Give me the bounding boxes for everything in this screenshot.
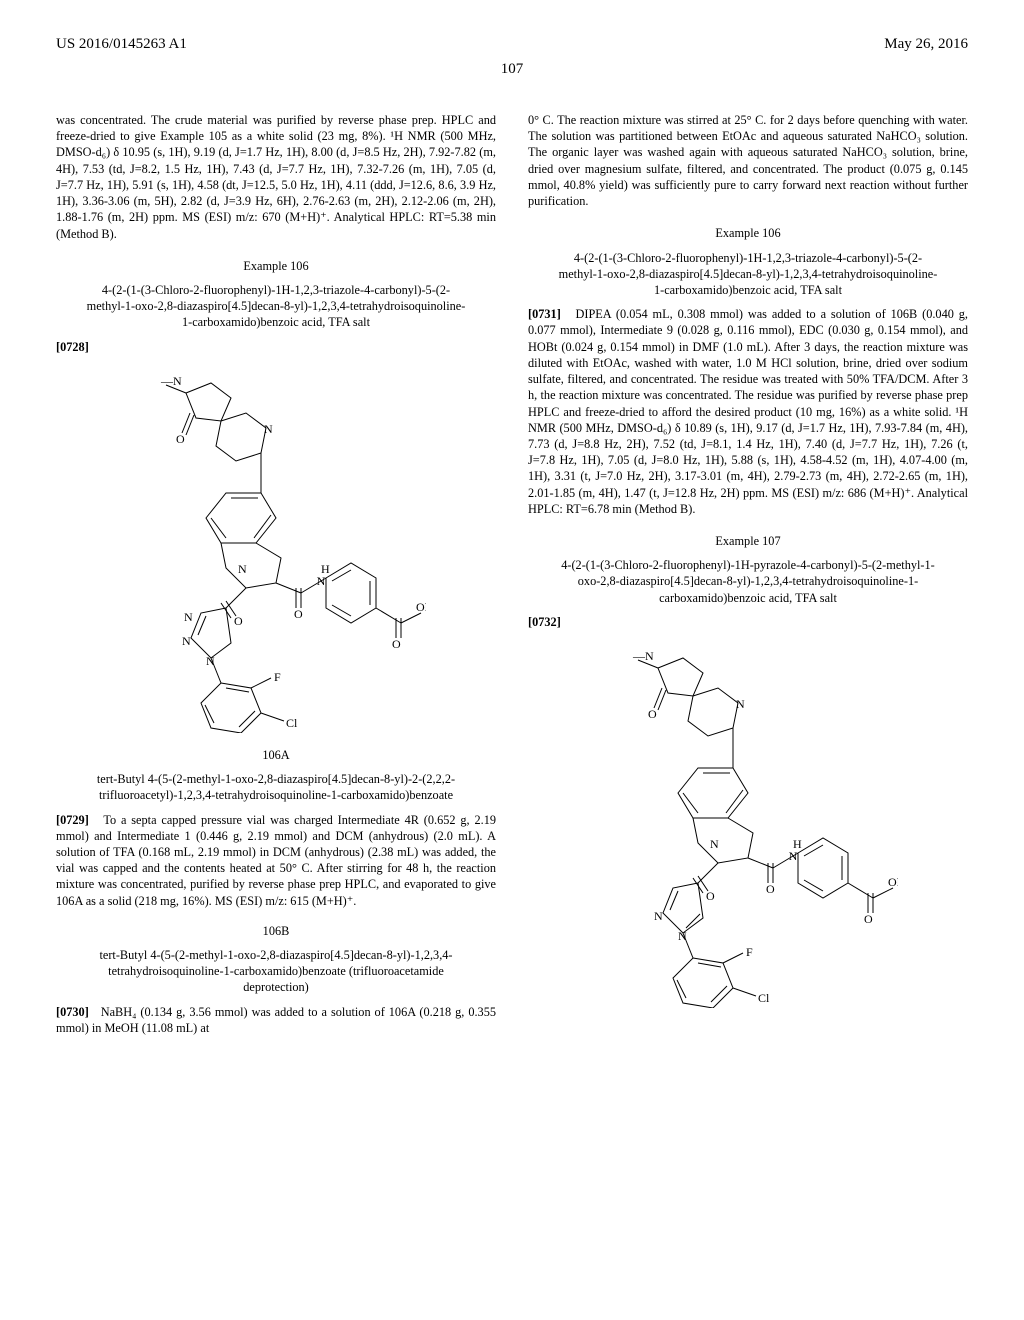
continuation-para: was concentrated. The crude material was… [56, 112, 496, 242]
chemical-structure-107: —N O N N H N O O O OH N N F Cl [598, 638, 898, 1008]
atom-label: O [706, 889, 715, 903]
atom-label: N [206, 654, 215, 668]
example-heading: Example 106 [56, 258, 496, 274]
atom-label: O [766, 882, 775, 896]
para-number: [0728] [56, 339, 496, 355]
page-header: US 2016/0145263 A1 May 26, 2016 [56, 36, 968, 53]
para-0729: [0729] To a septa capped pressure vial w… [56, 812, 496, 909]
compound-name: tert-Butyl 4-(5-(2-methyl-1-oxo-2,8-diaz… [86, 947, 466, 996]
atom-label: Cl [758, 991, 770, 1005]
intermediate-heading: 106A [56, 747, 496, 763]
right-column: 0° C. The reaction mixture was stirred a… [528, 112, 968, 1036]
atom-label: N [238, 562, 247, 576]
atom-label: —N [160, 374, 182, 388]
compound-name: 4-(2-(1-(3-Chloro-2-fluorophenyl)-1H-1,2… [86, 282, 466, 331]
atom-label: OH [416, 600, 426, 614]
atom-label: O [648, 707, 657, 721]
atom-label: N [710, 837, 719, 851]
atom-label: N [736, 697, 745, 711]
compound-name: 4-(2-(1-(3-Chloro-2-fluorophenyl)-1H-pyr… [558, 557, 938, 606]
atom-label: —N [632, 649, 654, 663]
atom-label: O [392, 637, 401, 651]
continuation-para: 0° C. The reaction mixture was stirred a… [528, 112, 968, 209]
page-number: 107 [56, 61, 968, 78]
atom-label: N [182, 634, 191, 648]
atom-label: OH [888, 875, 898, 889]
atom-label: N [184, 610, 193, 624]
atom-label: O [234, 614, 243, 628]
atom-label: N [264, 422, 273, 436]
intermediate-heading: 106B [56, 923, 496, 939]
atom-label: N [654, 909, 663, 923]
atom-label: O [864, 912, 873, 926]
atom-label: Cl [286, 716, 298, 730]
publication-date: May 26, 2016 [884, 36, 968, 53]
para-0731: [0731] DIPEA (0.054 mL, 0.308 mmol) was … [528, 306, 968, 517]
atom-label: F [746, 945, 753, 959]
para-number: [0732] [528, 614, 968, 630]
atom-label: N [678, 929, 687, 943]
left-column: was concentrated. The crude material was… [56, 112, 496, 1036]
chemical-structure-106: —N O N N H N O O O OH N N N F Cl [126, 363, 426, 733]
atom-label: O [176, 432, 185, 446]
compound-name: 4-(2-(1-(3-Chloro-2-fluorophenyl)-1H-1,2… [558, 250, 938, 299]
atom-label: N [789, 849, 798, 863]
para-0730: [0730] NaBH₄ (0.134 g, 3.56 mmol) was ad… [56, 1004, 496, 1036]
example-heading: Example 107 [528, 533, 968, 549]
patent-number: US 2016/0145263 A1 [56, 36, 187, 53]
atom-label: N [317, 574, 326, 588]
atom-label: O [294, 607, 303, 621]
compound-name: tert-Butyl 4-(5-(2-methyl-1-oxo-2,8-diaz… [86, 771, 466, 803]
example-heading: Example 106 [528, 225, 968, 241]
atom-label: F [274, 670, 281, 684]
